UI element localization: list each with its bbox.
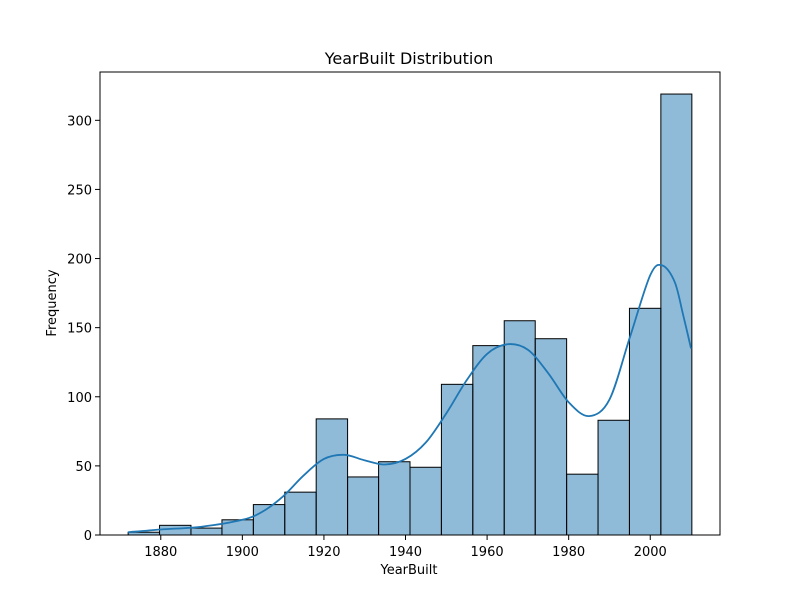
axes-frame — [99, 71, 721, 536]
x-tick-label: 1980 — [552, 545, 585, 560]
histogram-bar-5 — [284, 491, 317, 536]
kde-line — [128, 263, 692, 534]
histogram-bar-17 — [660, 93, 693, 536]
histogram-bar-3 — [221, 519, 254, 536]
y-tick-label: 50 — [75, 460, 92, 475]
x-tick-label: 1960 — [471, 545, 504, 560]
y-axis-label: Frequency — [45, 269, 60, 336]
histogram-bar-1 — [159, 524, 192, 536]
histogram-bar-14 — [566, 473, 599, 536]
histogram-bar-9 — [409, 466, 442, 536]
y-tick-label: 150 — [67, 322, 92, 337]
histogram-bar-13 — [534, 338, 568, 536]
histogram-bar-4 — [252, 504, 286, 536]
x-axis-ticks: 1880 1900 1920 1940 1960 1980 2000 — [144, 535, 667, 560]
histogram-bar-10 — [440, 383, 474, 536]
y-tick-label: 200 — [67, 253, 92, 268]
bars-group — [127, 93, 693, 536]
histogram-bar-16 — [628, 307, 662, 536]
x-tick-label: 1940 — [389, 545, 422, 560]
histogram-bar-2 — [190, 527, 223, 536]
x-axis-label: YearBuilt — [379, 563, 437, 578]
y-axis-ticks: 0 50 100 150 200 250 300 — [67, 114, 100, 544]
histogram-bar-7 — [347, 476, 380, 536]
x-tick-label: 1900 — [226, 545, 259, 560]
chart-title: YearBuilt Distribution — [324, 49, 494, 68]
histogram-bar-11 — [472, 345, 505, 536]
y-tick-label: 0 — [84, 529, 92, 544]
x-tick-label: 1920 — [307, 545, 340, 560]
y-tick-label: 300 — [67, 114, 92, 129]
histogram-bar-8 — [378, 461, 411, 536]
y-tick-label: 250 — [67, 183, 92, 198]
x-tick-label: 2000 — [634, 545, 667, 560]
x-tick-label: 1880 — [144, 545, 177, 560]
histogram-bar-6 — [315, 418, 349, 536]
histogram-bar-15 — [597, 419, 630, 536]
y-tick-label: 100 — [67, 391, 92, 406]
